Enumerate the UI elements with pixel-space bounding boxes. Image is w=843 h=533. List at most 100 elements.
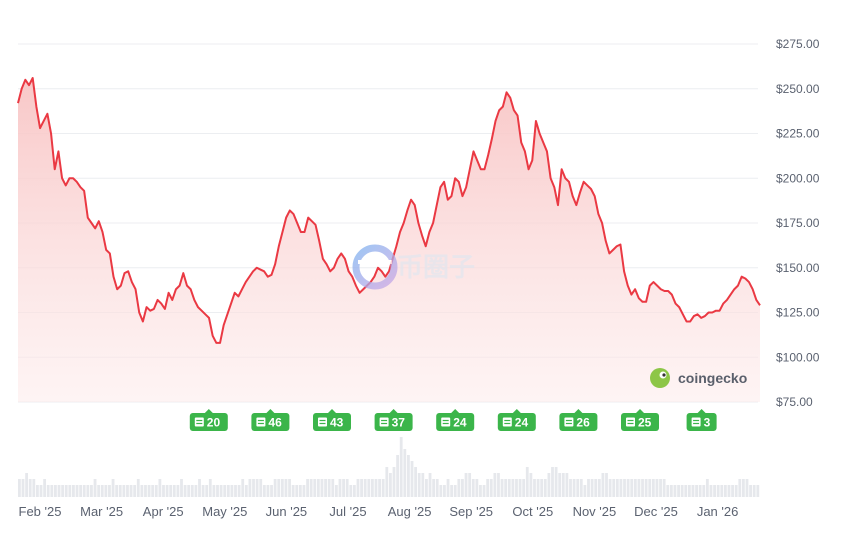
volume-bar — [345, 479, 349, 497]
y-tick-label: $75.00 — [776, 395, 813, 409]
volume-bar — [403, 449, 407, 497]
watermark-text: 币圈子 — [397, 253, 475, 283]
volume-bar — [396, 455, 399, 497]
volume-bar — [306, 479, 309, 497]
volume-bar — [108, 485, 111, 497]
volume-bar — [450, 485, 454, 497]
volume-bar — [64, 485, 68, 497]
volume-bar — [608, 479, 612, 497]
event-count: 24 — [515, 416, 529, 430]
volume-bar — [561, 473, 565, 497]
volume-bar — [641, 479, 644, 497]
volume-bar — [320, 479, 324, 497]
volume-bar — [461, 479, 464, 497]
volume-bar — [471, 479, 475, 497]
x-tick-label: May '25 — [202, 504, 247, 519]
volume-bar — [291, 485, 295, 497]
volume-bar — [39, 485, 43, 497]
news-icon — [626, 417, 635, 427]
volume-bar — [464, 473, 468, 497]
volume-bar — [399, 437, 403, 497]
volume-bar — [594, 479, 598, 497]
event-badge[interactable]: 24 — [436, 409, 475, 431]
volume-bar — [439, 485, 443, 497]
volume-bar — [569, 479, 572, 497]
volume-bar — [727, 485, 731, 497]
volume-bar — [176, 485, 180, 497]
volume-bar — [68, 485, 72, 497]
volume-bar — [100, 485, 104, 497]
volume-bar — [295, 485, 299, 497]
news-icon — [379, 417, 389, 427]
event-badge[interactable]: 43 — [313, 409, 351, 431]
volume-bar — [262, 485, 266, 497]
volume-bar — [241, 479, 245, 497]
volume-bar — [280, 479, 284, 497]
volume-bar — [619, 479, 623, 497]
event-badge[interactable]: 26 — [559, 409, 598, 431]
volume-bar — [252, 479, 255, 497]
volume-bar — [479, 485, 482, 497]
event-badge[interactable]: 25 — [621, 409, 659, 431]
volume-bar — [731, 485, 734, 497]
volume-bar — [82, 485, 86, 497]
volume-bar — [316, 479, 320, 497]
volume-bar — [187, 485, 191, 497]
volume-bar — [493, 473, 497, 497]
volume-bar — [486, 479, 490, 497]
volume-bar — [208, 479, 212, 497]
volume-bar — [666, 485, 670, 497]
brand-name: coingecko — [678, 370, 747, 386]
event-badge[interactable]: 46 — [251, 409, 290, 431]
volume-bars — [18, 437, 760, 497]
volume-bar — [723, 485, 727, 497]
volume-bar — [410, 461, 414, 497]
event-count: 3 — [704, 416, 711, 430]
volume-bar — [655, 479, 659, 497]
volume-bar — [752, 485, 756, 497]
volume-bar — [79, 485, 83, 497]
volume-bar — [615, 479, 619, 497]
event-badge[interactable]: 20 — [189, 409, 228, 431]
news-icon — [318, 417, 327, 427]
volume-bar — [90, 485, 93, 497]
x-tick-label: Jan '26 — [697, 504, 739, 519]
volume-bar — [46, 485, 50, 497]
price-line — [17, 77, 761, 344]
news-icon — [502, 417, 512, 427]
y-axis: $75.00 $100.00 $125.00 $150.00 $175.00 $200.0… — [776, 37, 820, 409]
volume-bar — [223, 485, 227, 497]
volume-bar — [623, 479, 626, 497]
volume-bar — [630, 479, 634, 497]
x-tick-label: Jun '25 — [266, 504, 308, 519]
volume-bar — [601, 473, 605, 497]
volume-bar — [691, 485, 695, 497]
volume-bar — [558, 473, 562, 497]
event-badge[interactable]: 37 — [374, 409, 413, 431]
y-tick-label: $225.00 — [776, 127, 820, 141]
volume-bar — [504, 479, 508, 497]
volume-bar — [392, 467, 396, 497]
gecko-logo-icon — [650, 368, 670, 388]
volume-bar — [489, 479, 493, 497]
volume-bar — [533, 479, 536, 497]
volume-bar — [61, 485, 65, 497]
volume-bar — [28, 479, 32, 497]
event-badges[interactable]: 20 46 43 37 24 24 26 25 3 — [189, 409, 717, 431]
y-tick-label: $150.00 — [776, 261, 820, 275]
volume-bar — [331, 479, 335, 497]
volume-bar — [367, 479, 371, 497]
volume-bar — [75, 485, 79, 497]
volume-bar — [180, 479, 183, 497]
volume-bar — [435, 479, 439, 497]
volume-bar — [284, 479, 288, 497]
volume-bar — [673, 485, 677, 497]
volume-bar — [190, 485, 194, 497]
event-badge[interactable]: 3 — [686, 409, 717, 431]
volume-bar — [421, 473, 425, 497]
x-axis: Feb '25 Mar '25 Apr '25 May '25 Jun '25 Jul '… — [19, 504, 739, 519]
volume-bar — [417, 473, 421, 497]
event-badge[interactable]: 24 — [497, 409, 536, 431]
coingecko-brand: coingecko — [650, 368, 747, 388]
volume-bar — [565, 473, 569, 497]
